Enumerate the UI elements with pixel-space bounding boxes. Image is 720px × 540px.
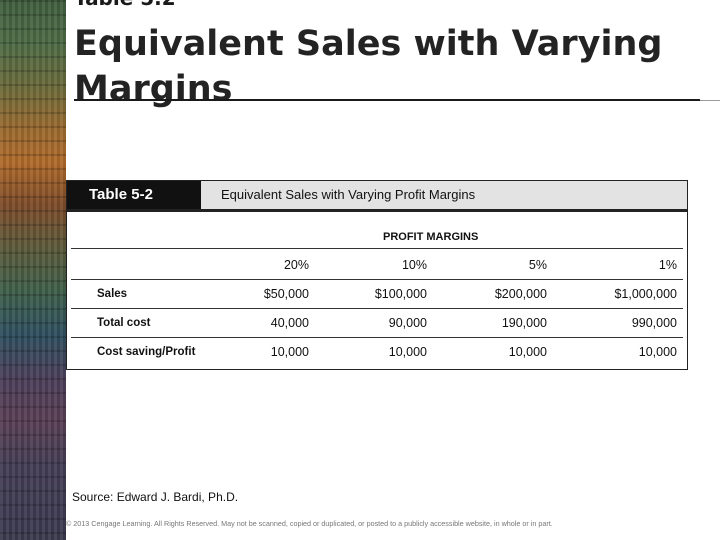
table-rule <box>71 308 683 309</box>
title-divider <box>74 99 700 101</box>
table-rule <box>71 279 683 280</box>
slide-label: Table 5.2 <box>74 0 176 10</box>
table-cell: $200,000 <box>494 287 547 301</box>
table-cell: $50,000 <box>263 287 309 301</box>
source-note: Source: Edward J. Bardi, Ph.D. <box>72 490 239 504</box>
title-divider-tail <box>700 100 720 101</box>
column-header: 1% <box>658 258 677 272</box>
table-cell: 10,000 <box>638 345 677 359</box>
table-rule <box>71 337 683 338</box>
table-header-bar: Table 5-2 Equivalent Sales with Varying … <box>67 181 687 212</box>
decorative-side-strip <box>0 0 66 540</box>
table-cell: 10,000 <box>388 345 427 359</box>
table-cell: 10,000 <box>270 345 309 359</box>
table-cell: 190,000 <box>501 316 547 330</box>
table-cell: 40,000 <box>270 316 309 330</box>
row-label: Cost saving/Profit <box>97 346 196 358</box>
column-header: 5% <box>528 258 547 272</box>
column-header: 20% <box>283 258 309 272</box>
table-cell: $100,000 <box>374 287 427 301</box>
table-id: Table 5-2 <box>67 181 201 209</box>
copyright-notice: © 2013 Cengage Learning. All Rights Rese… <box>66 519 553 528</box>
column-header: 10% <box>401 258 427 272</box>
group-header: PROFIT MARGINS <box>383 231 479 243</box>
table-cell: $1,000,000 <box>614 287 677 301</box>
margins-table: Table 5-2 Equivalent Sales with Varying … <box>66 180 688 370</box>
row-label: Sales <box>97 288 128 300</box>
table-cell: 10,000 <box>508 345 547 359</box>
table-cell: 990,000 <box>631 316 677 330</box>
table-caption: Equivalent Sales with Varying Profit Mar… <box>221 187 476 202</box>
row-label: Total cost <box>97 317 151 329</box>
table-rule <box>71 248 683 249</box>
slide-title: Equivalent Sales with Varying Margins <box>74 24 663 109</box>
table-cell: 90,000 <box>388 316 427 330</box>
